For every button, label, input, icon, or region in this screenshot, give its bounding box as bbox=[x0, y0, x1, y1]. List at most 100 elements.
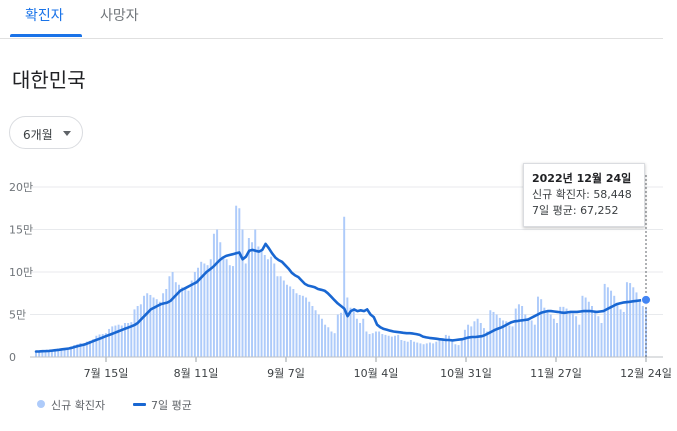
case-bar bbox=[610, 290, 613, 357]
case-bar bbox=[85, 341, 88, 357]
case-bar bbox=[435, 341, 438, 357]
case-bar bbox=[241, 229, 244, 357]
case-bar bbox=[467, 324, 470, 357]
case-bar bbox=[359, 323, 362, 357]
case-bar bbox=[505, 321, 508, 357]
case-bar bbox=[117, 324, 120, 357]
x-tick-label: 10월 4일 bbox=[354, 366, 399, 380]
legend-new-cases: 신규 확진자 bbox=[51, 399, 106, 412]
case-bar bbox=[428, 342, 431, 357]
case-bar bbox=[425, 343, 428, 357]
case-bar bbox=[635, 292, 638, 357]
case-bar bbox=[320, 318, 323, 357]
y-tick-label: 5만 bbox=[9, 309, 26, 322]
case-bar bbox=[638, 299, 641, 357]
case-bar bbox=[591, 306, 593, 357]
case-bar bbox=[517, 304, 520, 357]
case-bar bbox=[587, 301, 590, 357]
case-bar bbox=[514, 308, 517, 357]
case-bar bbox=[406, 341, 409, 357]
case-bar bbox=[216, 229, 219, 357]
case-bar bbox=[158, 301, 161, 357]
cases-chart[interactable]: 0 5만 10만 15만 20만 7월 15일 8월 11일 9월 7일 10월 4일 10월 3… bbox=[0, 150, 677, 395]
case-bar bbox=[641, 306, 644, 357]
case-bar bbox=[508, 325, 511, 357]
case-bar bbox=[371, 333, 374, 357]
case-bar bbox=[324, 324, 327, 357]
hover-marker bbox=[641, 294, 651, 305]
case-bar bbox=[543, 307, 546, 357]
region-title: 대한민국 bbox=[12, 68, 86, 92]
case-bar bbox=[454, 344, 457, 357]
case-bar bbox=[403, 340, 406, 357]
tab-cases[interactable]: 확진자 bbox=[25, 8, 64, 24]
case-bar bbox=[463, 329, 466, 357]
case-bar bbox=[387, 335, 390, 357]
case-bar bbox=[365, 331, 368, 357]
case-bar bbox=[111, 326, 114, 357]
case-bar bbox=[343, 216, 346, 357]
case-bar bbox=[174, 282, 177, 357]
case-bar bbox=[108, 328, 111, 357]
case-bar bbox=[120, 325, 123, 357]
case-bar bbox=[197, 267, 200, 357]
tab-deaths[interactable]: 사망자 bbox=[100, 8, 139, 24]
case-bar bbox=[149, 294, 152, 357]
case-bar bbox=[355, 318, 358, 357]
period-dropdown-label: 6개월 bbox=[23, 128, 53, 142]
case-bar bbox=[384, 334, 387, 357]
case-bar bbox=[101, 334, 104, 357]
case-bar bbox=[171, 272, 174, 357]
case-bar bbox=[603, 283, 606, 357]
case-bar bbox=[438, 340, 441, 357]
case-bar bbox=[352, 310, 355, 357]
case-bar bbox=[295, 293, 298, 357]
case-bar bbox=[584, 297, 587, 357]
case-bar bbox=[130, 322, 133, 357]
case-bar bbox=[305, 297, 308, 357]
case-bar bbox=[530, 320, 533, 357]
case-bar bbox=[422, 344, 425, 357]
y-tick-label: 0 bbox=[9, 351, 16, 364]
case-bar bbox=[473, 321, 476, 357]
case-bar bbox=[54, 348, 57, 357]
case-bar bbox=[470, 326, 473, 357]
case-bar bbox=[235, 205, 238, 357]
active-tab-indicator bbox=[10, 34, 82, 37]
case-bar bbox=[146, 293, 149, 357]
case-bar bbox=[479, 323, 482, 357]
case-bar bbox=[368, 334, 371, 357]
case-bar bbox=[251, 242, 254, 357]
case-bar bbox=[57, 348, 60, 357]
case-bar bbox=[330, 331, 333, 357]
case-bar bbox=[581, 295, 584, 357]
y-tick-label: 15만 bbox=[9, 224, 33, 237]
case-bar bbox=[527, 317, 530, 357]
case-bar bbox=[193, 272, 196, 357]
case-bar bbox=[181, 287, 184, 357]
case-bar bbox=[225, 259, 228, 357]
case-bar bbox=[190, 280, 193, 357]
case-bar bbox=[540, 299, 543, 357]
x-tick-label: 12월 24일 bbox=[620, 366, 672, 380]
case-bar bbox=[139, 304, 142, 357]
metric-tabs: 확진자 사망자 bbox=[0, 0, 663, 39]
case-bar bbox=[203, 263, 206, 357]
period-dropdown[interactable]: 6개월 bbox=[9, 116, 83, 149]
case-bar bbox=[263, 255, 266, 357]
case-bar bbox=[200, 261, 203, 357]
case-bar bbox=[632, 287, 635, 357]
case-bar bbox=[238, 208, 241, 357]
case-bar bbox=[511, 326, 514, 357]
case-bar bbox=[168, 276, 171, 357]
case-bar bbox=[333, 333, 336, 357]
case-bar bbox=[552, 318, 555, 357]
case-bar bbox=[619, 309, 622, 357]
case-bar bbox=[162, 293, 165, 357]
case-bar bbox=[47, 351, 50, 357]
case-bar bbox=[279, 276, 282, 357]
case-bar bbox=[419, 343, 422, 357]
case-bar bbox=[95, 335, 98, 357]
case-bar bbox=[228, 265, 231, 357]
case-bar bbox=[336, 314, 339, 357]
